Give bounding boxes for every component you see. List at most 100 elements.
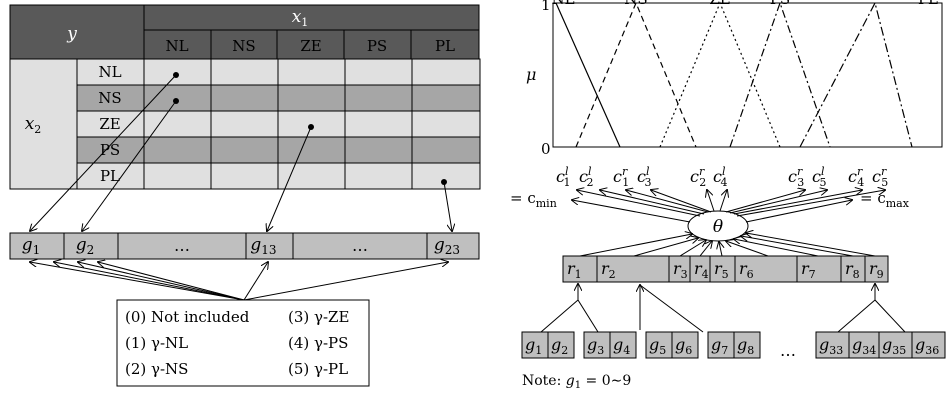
legend-item-2: (2) γ-NS: [125, 360, 188, 378]
row-header: NL: [98, 63, 121, 81]
row-header-cell: [76, 110, 145, 138]
g-label: g33: [819, 335, 843, 357]
mf-ns: [575, 1, 697, 148]
r-bar: r1 r2 r3 r4 r5 r6 r7 r8 r9: [562, 255, 889, 283]
legend-item-4: (4) γ-PS: [288, 334, 348, 352]
mf-nl: [555, 2, 621, 148]
g-cell: [671, 331, 699, 359]
gene-label: g13: [250, 235, 276, 257]
gene-cell: [245, 232, 294, 260]
row-header: ZE: [99, 115, 120, 133]
grid-cell: [143, 136, 212, 164]
table-to-gene-arrows: [30, 74, 452, 231]
g-label: g5: [649, 335, 666, 357]
grid-cell: [210, 58, 279, 86]
r-cell: [864, 255, 889, 283]
r-label: r2: [601, 259, 616, 281]
g-cell: [733, 331, 761, 359]
grid-cell: [344, 136, 413, 164]
c-label: cr 3: [788, 165, 804, 189]
grid-cell: [210, 136, 279, 164]
c-label: cr 5: [872, 165, 888, 189]
grid-cell: [143, 110, 212, 138]
c-label: cl 4: [713, 165, 728, 189]
rule-table: y x1 x2 NL NS ZE PS PL NL NS ZE PS PL: [9, 4, 481, 190]
gene-label: g1: [22, 235, 41, 257]
r-label: r1: [567, 259, 582, 281]
x1-label: x1: [292, 7, 309, 29]
c-label: cl 5: [812, 165, 827, 189]
g-groups: g1 g2 g3 g4 g5 g6 g7 g8 g33 g34 g35 g36: [521, 331, 946, 359]
r-cell: [596, 255, 670, 283]
c-labels: cl 1 cl 2 cr 1 cl 3 cr 2 cl 4 cr 3 cl 5 cr 4 cr 5: [556, 165, 888, 189]
r-cell: [840, 255, 866, 283]
c-label: cl 3: [637, 165, 652, 189]
gene-label: g23: [434, 235, 460, 257]
grid-cell: [143, 58, 212, 86]
g-label: g6: [675, 335, 692, 357]
r-label: r4: [694, 259, 709, 281]
x2-label-cell: [9, 58, 78, 190]
grid-cell: [344, 84, 413, 112]
grid-cell: [277, 84, 346, 112]
mf-pl: [799, 1, 913, 148]
r-to-theta-arrows: [579, 233, 876, 257]
gene-ellipsis: …: [352, 236, 368, 255]
gene-ellipsis: …: [174, 236, 190, 255]
legend-box: (0) Not included (1) γ-NL (2) γ-NS (3) γ…: [116, 299, 370, 387]
r-label: r9: [869, 259, 884, 281]
x2-label: x2: [25, 114, 42, 136]
column-header: PL: [435, 37, 455, 55]
grid-cell: [210, 84, 279, 112]
row-header-cell: [76, 136, 145, 164]
grid-cell: [344, 162, 413, 190]
g-label: g4: [613, 335, 630, 357]
grid-cell: [344, 58, 413, 86]
column-header: NL: [165, 37, 188, 55]
r-label: r8: [845, 259, 860, 281]
grid-cell: [210, 110, 279, 138]
r-cell: [734, 255, 798, 283]
g-label: g3: [587, 335, 604, 357]
column-headers: NL NS ZE PS PL: [165, 37, 455, 55]
membership-functions: [555, 1, 913, 148]
c-label: cl 2: [579, 165, 594, 189]
set-label: PL: [918, 0, 938, 8]
grid-cell: [411, 58, 481, 86]
g-label: g8: [737, 335, 754, 357]
g-label: g36: [915, 335, 939, 357]
row-header: PS: [100, 141, 120, 159]
r-cell: [709, 255, 736, 283]
row-headers: NL NS ZE PS PL: [76, 58, 145, 190]
mf-ps: [729, 1, 831, 148]
column-header: ZE: [300, 37, 321, 55]
g-label: g7: [711, 335, 728, 357]
row-header-cell: [76, 162, 145, 190]
plot-frame: [552, 2, 943, 148]
grid-cell: [277, 58, 346, 86]
y-tick-bottom: 0: [541, 140, 551, 158]
y-tick-top: 1: [541, 0, 551, 14]
grid-cell: [411, 84, 481, 112]
g-cell: [911, 331, 946, 359]
table-corner-label: y: [66, 24, 77, 44]
r-label: r7: [801, 259, 816, 281]
legend-to-gene-arrows: [30, 262, 448, 301]
legend-frame: [116, 299, 370, 387]
cmax-label: = cmax: [860, 189, 910, 210]
grid-cell: [277, 162, 346, 190]
legend-item-5: (5) γ-PL: [288, 360, 348, 378]
column-header: NS: [232, 37, 255, 55]
table-header-band: [9, 4, 480, 60]
r-label: r6: [739, 259, 754, 281]
grid-cell: [277, 110, 346, 138]
grid-cell: [344, 110, 413, 138]
mf-ze: [659, 1, 781, 148]
grid-cell: [411, 110, 481, 138]
gene-cell: [9, 232, 65, 260]
row-header-cell: [76, 58, 145, 86]
grid-cell: [411, 162, 481, 190]
r-cell: [562, 255, 598, 283]
